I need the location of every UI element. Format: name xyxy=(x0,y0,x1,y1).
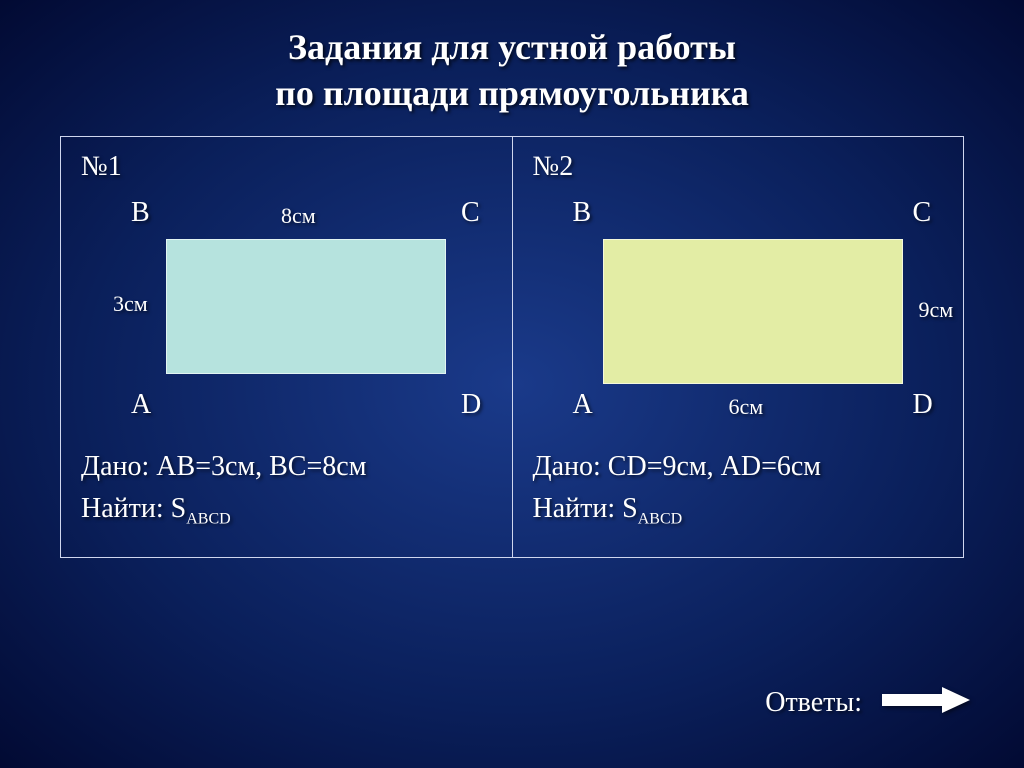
problem-2-given: Дано: CD=9см, AD=6см xyxy=(533,451,944,483)
problems-table: №1 B C A D 8см 3см Дано: АВ=3см, ВС=8см … xyxy=(60,136,964,558)
answers-row: Ответы: xyxy=(765,685,972,720)
vertex-B: B xyxy=(131,197,150,229)
dim-right: 9см xyxy=(919,297,954,323)
problem-2-figure: B C A D 6см 9см xyxy=(533,191,944,441)
vertex-C: C xyxy=(461,197,480,229)
vertex-D: D xyxy=(913,389,933,421)
problem-1-figure: B C A D 8см 3см xyxy=(81,191,492,441)
vertex-C: C xyxy=(913,197,932,229)
problem-2-find: Найти: SABCD xyxy=(533,493,944,529)
vertex-A: A xyxy=(131,389,151,421)
problem-2-number: №2 xyxy=(533,151,944,183)
vertex-B: B xyxy=(573,197,592,229)
problem-1: №1 B C A D 8см 3см Дано: АВ=3см, ВС=8см … xyxy=(61,137,512,557)
problem-1-given: Дано: АВ=3см, ВС=8см xyxy=(81,451,492,483)
dim-bottom: 6см xyxy=(729,394,764,420)
page-title: Задания для устной работы по площади пря… xyxy=(0,0,1024,136)
find-sub: ABCD xyxy=(638,511,682,528)
problem-1-number: №1 xyxy=(81,151,492,183)
problem-1-rect xyxy=(166,239,446,374)
find-sub: ABCD xyxy=(186,511,230,528)
find-prefix: Найти: S xyxy=(81,493,186,524)
vertex-A: A xyxy=(573,389,593,421)
dim-left: 3см xyxy=(113,291,148,317)
find-prefix: Найти: S xyxy=(533,493,638,524)
problem-2-rect xyxy=(603,239,903,384)
problem-2: №2 B C A D 6см 9см Дано: CD=9см, AD=6см … xyxy=(512,137,964,557)
arrow-right-icon[interactable] xyxy=(882,685,972,720)
answers-label: Ответы: xyxy=(765,687,862,719)
dim-top: 8см xyxy=(281,203,316,229)
title-line-1: Задания для устной работы xyxy=(0,26,1024,68)
vertex-D: D xyxy=(461,389,481,421)
title-line-2: по площади прямоугольника xyxy=(0,72,1024,114)
problem-1-find: Найти: SABCD xyxy=(81,493,492,529)
